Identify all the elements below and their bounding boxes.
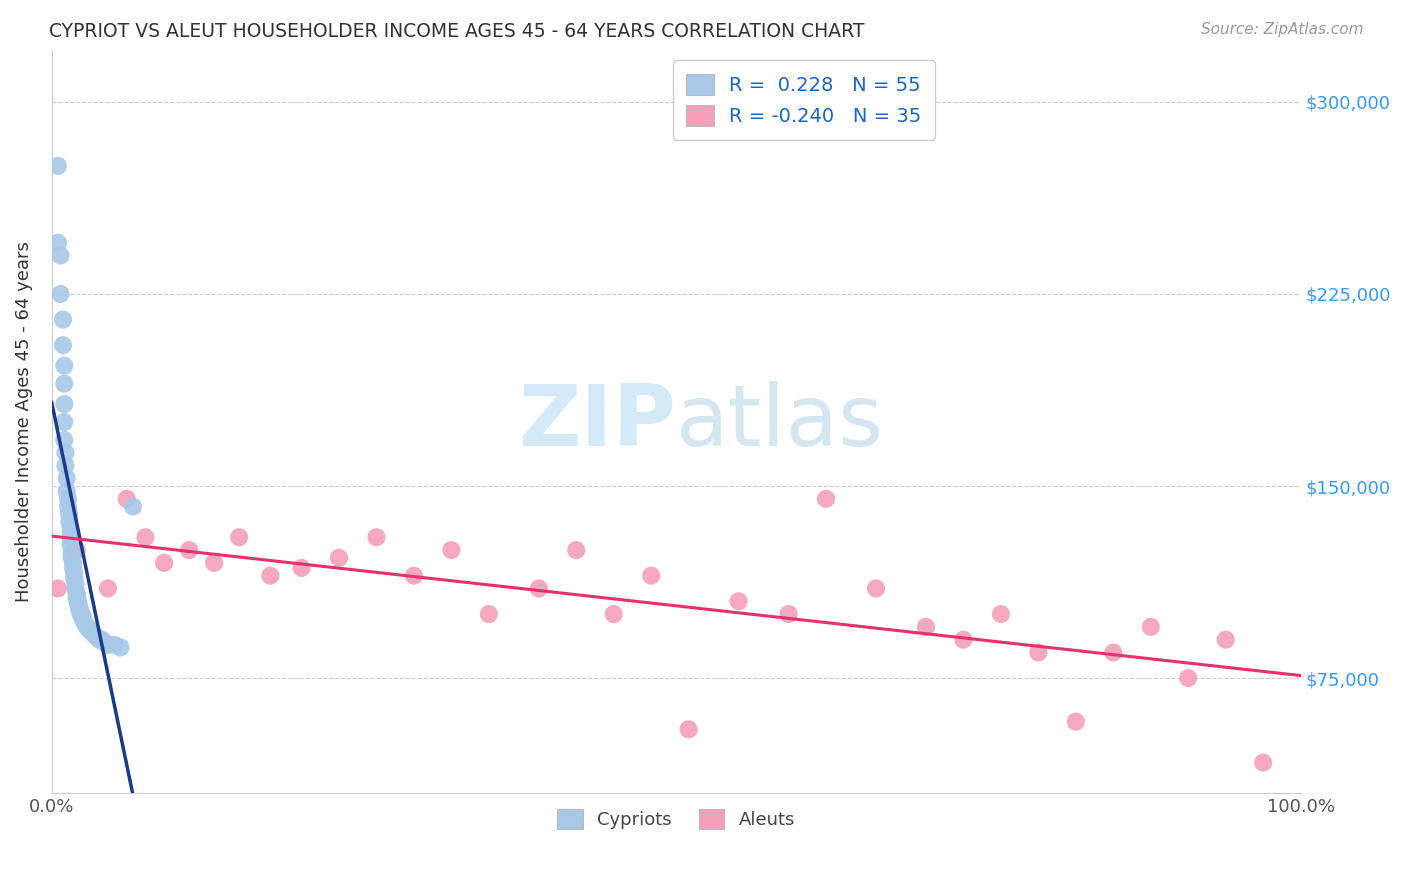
Point [440, 543, 463, 558]
Point [77, 623, 100, 637]
Point [103, 638, 125, 652]
Point [52, 312, 75, 326]
Point [60, 546, 83, 560]
Point [778, 607, 800, 621]
Point [97, 638, 120, 652]
Point [1251, 756, 1274, 770]
Point [122, 500, 145, 514]
Point [915, 620, 938, 634]
Point [49, 287, 72, 301]
Point [66, 589, 89, 603]
Point [53, 433, 76, 447]
Legend: Cypriots, Aleuts: Cypriots, Aleuts [550, 802, 803, 837]
Point [565, 543, 588, 558]
Point [46, 582, 69, 596]
Point [72, 612, 94, 626]
Point [90, 632, 112, 647]
Point [865, 582, 887, 596]
Point [63, 571, 86, 585]
Point [1102, 645, 1125, 659]
Point [66, 586, 89, 600]
Point [65, 582, 87, 596]
Point [179, 543, 201, 558]
Point [990, 607, 1012, 621]
Point [69, 605, 91, 619]
Point [55, 446, 77, 460]
Point [815, 491, 838, 506]
Point [55, 458, 77, 473]
Point [56, 500, 79, 514]
Point [134, 530, 156, 544]
Point [53, 359, 76, 373]
Point [110, 640, 132, 655]
Point [76, 620, 98, 634]
Point [678, 723, 700, 737]
Point [1177, 671, 1199, 685]
Point [115, 491, 138, 506]
Point [62, 561, 84, 575]
Point [60, 550, 83, 565]
Point [53, 376, 76, 391]
Point [46, 159, 69, 173]
Point [66, 543, 89, 558]
Point [67, 599, 90, 614]
Point [478, 607, 501, 621]
Point [640, 568, 662, 582]
Point [56, 491, 79, 506]
Point [59, 530, 82, 544]
Text: Source: ZipAtlas.com: Source: ZipAtlas.com [1201, 22, 1364, 37]
Point [1028, 645, 1050, 659]
Point [62, 556, 84, 570]
Point [328, 550, 350, 565]
Point [53, 415, 76, 429]
Point [52, 338, 75, 352]
Point [727, 594, 749, 608]
Point [55, 471, 77, 485]
Point [86, 630, 108, 644]
Point [66, 591, 89, 606]
Point [153, 556, 176, 570]
Point [80, 625, 103, 640]
Point [89, 632, 111, 647]
Point [952, 632, 974, 647]
Text: atlas: atlas [676, 381, 884, 464]
Point [1139, 620, 1161, 634]
Point [228, 530, 250, 544]
Point [49, 248, 72, 262]
Point [83, 627, 105, 641]
Point [46, 235, 69, 250]
Text: CYPRIOT VS ALEUT HOUSEHOLDER INCOME AGES 45 - 64 YEARS CORRELATION CHART: CYPRIOT VS ALEUT HOUSEHOLDER INCOME AGES… [49, 22, 865, 41]
Y-axis label: Householder Income Ages 45 - 64 years: Householder Income Ages 45 - 64 years [15, 242, 32, 602]
Point [63, 566, 86, 580]
Point [97, 582, 120, 596]
Point [58, 507, 80, 521]
Point [202, 556, 225, 570]
Point [58, 515, 80, 529]
Point [1064, 714, 1087, 729]
Point [259, 568, 281, 582]
Point [65, 576, 87, 591]
Text: ZIP: ZIP [519, 381, 676, 464]
Point [59, 538, 82, 552]
Point [67, 602, 90, 616]
Point [290, 561, 312, 575]
Point [69, 607, 91, 621]
Point [75, 617, 97, 632]
Point [603, 607, 626, 621]
Point [66, 597, 89, 611]
Point [59, 523, 82, 537]
Point [72, 609, 94, 624]
Point [1215, 632, 1237, 647]
Point [55, 484, 77, 499]
Point [366, 530, 388, 544]
Point [73, 615, 96, 629]
Point [527, 582, 550, 596]
Point [402, 568, 425, 582]
Point [66, 594, 89, 608]
Point [53, 397, 76, 411]
Point [93, 635, 115, 649]
